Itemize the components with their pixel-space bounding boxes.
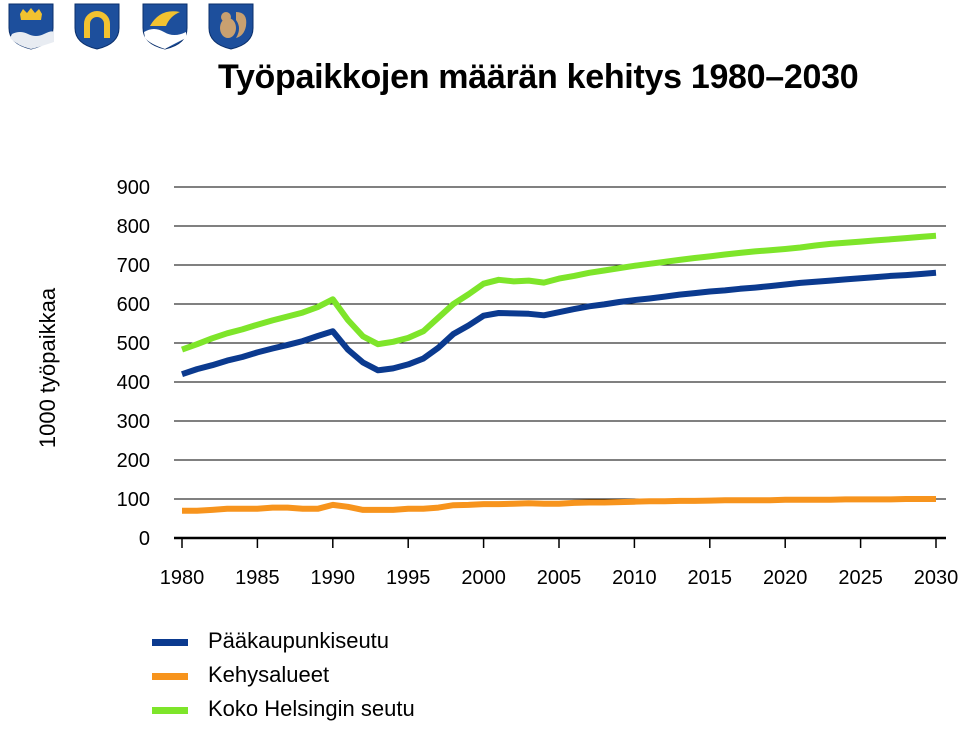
x-tick-label: 2030 bbox=[914, 567, 959, 589]
y-tick-label: 500 bbox=[117, 333, 150, 355]
series-line bbox=[181, 269, 937, 378]
crest-crown-icon bbox=[8, 3, 54, 50]
legend-swatch bbox=[152, 639, 188, 646]
legend-label: Pääkaupunkiseutu bbox=[208, 628, 390, 653]
x-tick-label: 2020 bbox=[763, 567, 808, 589]
legend-label: Koko Helsingin seutu bbox=[208, 696, 415, 721]
y-tick-label: 200 bbox=[117, 450, 150, 472]
x-tick-label: 2010 bbox=[612, 567, 657, 589]
x-tick-label: 2000 bbox=[461, 567, 506, 589]
y-tick-label: 700 bbox=[117, 255, 150, 277]
series-line bbox=[180, 232, 937, 353]
y-tick-label: 800 bbox=[117, 216, 150, 238]
chart-title: Työpaikkojen määrän kehitys 1980–2030 bbox=[218, 58, 859, 96]
x-tick-label: 1985 bbox=[235, 567, 280, 589]
crest-wave-icon bbox=[142, 3, 188, 50]
x-tick-label: 2015 bbox=[688, 567, 733, 589]
legend-swatch bbox=[152, 673, 188, 680]
y-tick-label: 900 bbox=[117, 177, 150, 199]
x-tick-label: 1990 bbox=[311, 567, 356, 589]
x-tick-label: 2025 bbox=[838, 567, 883, 589]
y-tick-label: 300 bbox=[117, 411, 150, 433]
crest-horseshoe-icon bbox=[74, 3, 120, 50]
series-line bbox=[182, 496, 936, 514]
y-tick-label: 600 bbox=[117, 294, 150, 316]
y-tick-label: 0 bbox=[139, 528, 150, 550]
crest-squirrel-icon bbox=[208, 3, 254, 50]
legend-swatch bbox=[152, 707, 188, 714]
y-tick-label: 100 bbox=[117, 489, 150, 511]
y-tick-label: 400 bbox=[117, 372, 150, 394]
x-tick-label: 1980 bbox=[160, 567, 205, 589]
x-tick-label: 2005 bbox=[537, 567, 582, 589]
legend-label: Kehysalueet bbox=[208, 662, 330, 687]
x-tick-label: 1995 bbox=[386, 567, 431, 589]
